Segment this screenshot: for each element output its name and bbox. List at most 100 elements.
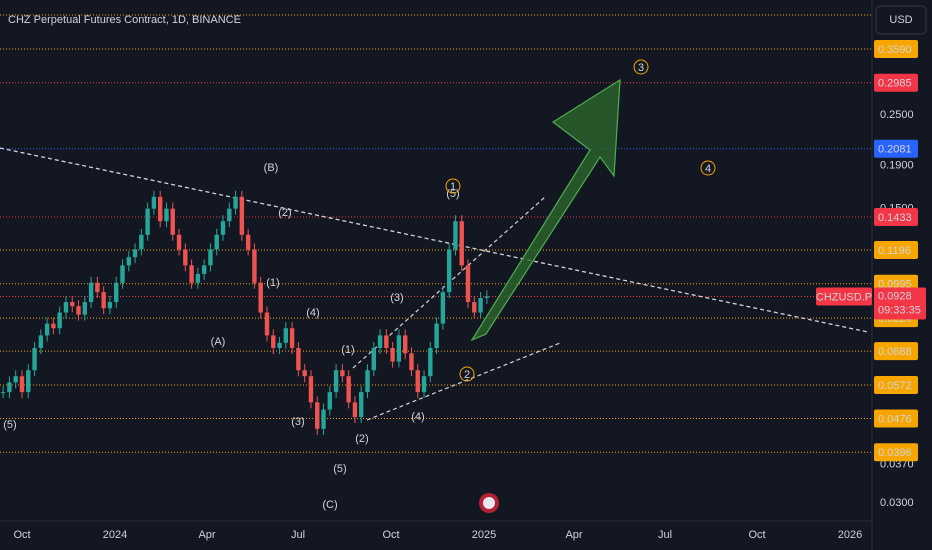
candle bbox=[340, 370, 345, 377]
candle bbox=[38, 335, 44, 349]
candle bbox=[195, 273, 201, 283]
candle bbox=[333, 370, 339, 393]
wave-label: 4 bbox=[705, 163, 711, 175]
candle bbox=[183, 249, 188, 266]
time-tick-label: Jul bbox=[658, 529, 672, 541]
price-label: 0.0928 bbox=[878, 290, 912, 302]
candle bbox=[478, 298, 483, 313]
candle bbox=[446, 249, 452, 293]
candle bbox=[170, 208, 175, 235]
wave-labels: (5) (B) (2) (A) (1) (4) (3) (5) (C) (1) (3) (2) (4) (… bbox=[3, 59, 716, 511]
candle bbox=[88, 282, 94, 303]
time-tick-label: Jul bbox=[291, 529, 305, 541]
candle bbox=[139, 234, 144, 250]
candle bbox=[114, 282, 119, 303]
candle bbox=[239, 196, 245, 235]
wave-label: (2) bbox=[278, 207, 291, 219]
candle bbox=[76, 306, 81, 315]
candle bbox=[271, 335, 276, 349]
level-tag bbox=[874, 40, 918, 58]
candle bbox=[19, 376, 25, 393]
axes: 0.25000.19000.15000.03700.03000.35900.29… bbox=[13, 40, 926, 541]
projection-arrow bbox=[470, 78, 621, 342]
candle bbox=[227, 208, 232, 222]
time-tick-label: 2024 bbox=[103, 529, 127, 541]
candle bbox=[208, 249, 213, 266]
candle bbox=[296, 348, 301, 371]
price-tick-label: 0.1900 bbox=[880, 159, 914, 171]
trend-line bbox=[0, 147, 869, 333]
level-label: 0.2081 bbox=[878, 144, 912, 156]
wave-circle bbox=[633, 59, 649, 75]
candle bbox=[126, 257, 131, 266]
level-label: 0.2985 bbox=[878, 78, 912, 90]
level-tag bbox=[874, 73, 918, 92]
wave-label: (3) bbox=[390, 292, 403, 304]
candle bbox=[176, 234, 182, 250]
wave-label: (4) bbox=[306, 307, 319, 319]
wave-label: (3) bbox=[291, 416, 304, 428]
level-label: 0.1196 bbox=[878, 245, 911, 257]
candle bbox=[402, 335, 408, 354]
level-tag bbox=[874, 342, 918, 361]
price-tick-label: 0.2500 bbox=[880, 109, 914, 121]
level-label: 0.1433 bbox=[878, 212, 912, 224]
candle bbox=[95, 282, 100, 293]
candle bbox=[145, 208, 150, 235]
price-tag bbox=[874, 287, 926, 320]
candle bbox=[164, 208, 169, 222]
time-tick-label: Oct bbox=[748, 529, 765, 541]
candle bbox=[302, 370, 307, 377]
time-tick-label: Apr bbox=[565, 529, 582, 541]
candle bbox=[258, 282, 263, 313]
levels bbox=[0, 48, 872, 453]
wave-circle bbox=[700, 160, 716, 176]
countdown: 09:33:35 bbox=[878, 304, 921, 316]
candle bbox=[415, 370, 420, 393]
time-tick-label: Apr bbox=[198, 529, 215, 541]
candle bbox=[7, 382, 12, 393]
candle bbox=[26, 370, 31, 393]
candle bbox=[82, 302, 88, 315]
candle bbox=[283, 328, 289, 343]
level-tag bbox=[874, 443, 918, 462]
wave-circle bbox=[459, 366, 475, 382]
candle bbox=[428, 348, 433, 377]
candle bbox=[277, 342, 282, 349]
candle bbox=[484, 296, 490, 299]
level-label: 0.0572 bbox=[878, 380, 912, 392]
level-tag bbox=[874, 207, 918, 226]
candle bbox=[70, 302, 75, 307]
candle bbox=[44, 323, 50, 336]
candle bbox=[107, 302, 113, 309]
currency-button[interactable] bbox=[875, 5, 927, 35]
candle bbox=[57, 312, 62, 329]
candle bbox=[101, 292, 106, 309]
wave-label: (1) bbox=[266, 277, 279, 289]
candle bbox=[352, 402, 358, 418]
candle bbox=[465, 265, 471, 303]
wave-label: (5) bbox=[333, 463, 346, 475]
price-tick-label: 0.0300 bbox=[880, 497, 914, 509]
candle bbox=[214, 234, 219, 250]
time-tick-label: 2026 bbox=[838, 529, 862, 541]
candle bbox=[32, 348, 37, 371]
level-tag bbox=[874, 139, 918, 158]
wave-label: (C) bbox=[322, 499, 337, 511]
wave-label: (5) bbox=[3, 419, 16, 431]
event-icon-flag bbox=[483, 497, 495, 509]
wave-label: (2) bbox=[355, 433, 368, 445]
wave-circle bbox=[445, 178, 461, 194]
candle bbox=[384, 335, 389, 349]
candle bbox=[13, 376, 18, 383]
wave-label: (A) bbox=[211, 336, 226, 348]
time-tick-label: Oct bbox=[382, 529, 399, 541]
candle bbox=[245, 234, 251, 250]
wave-label: 1 bbox=[450, 181, 456, 193]
candle bbox=[390, 348, 395, 362]
candle bbox=[189, 265, 194, 283]
currency[interactable]: USD bbox=[889, 14, 912, 26]
candle bbox=[359, 392, 364, 418]
candle bbox=[409, 353, 414, 371]
